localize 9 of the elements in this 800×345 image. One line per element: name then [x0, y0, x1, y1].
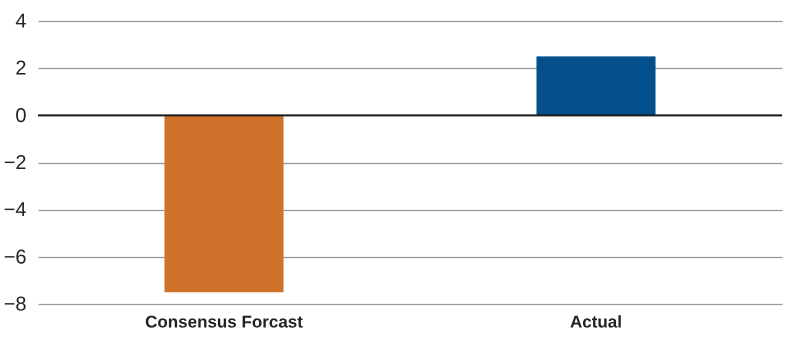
y-tick-label: 2 — [15, 58, 26, 80]
y-tick-label: −8 — [4, 294, 26, 316]
y-tick-label: −6 — [4, 246, 26, 268]
y-tick-label: 0 — [15, 104, 26, 127]
x-tick-label: Actual — [570, 312, 622, 332]
y-tick-label: 4 — [15, 10, 26, 32]
y-tick-label: −4 — [4, 199, 26, 222]
x-tick-label: Consensus Forcast — [145, 312, 304, 332]
y-tick-label: −2 — [4, 152, 26, 174]
